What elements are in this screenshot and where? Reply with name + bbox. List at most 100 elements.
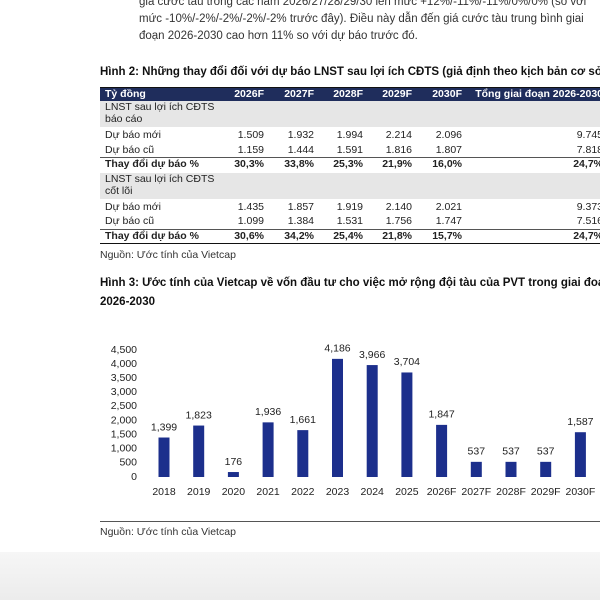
bar [227, 472, 239, 477]
bar [505, 461, 517, 477]
table-cell: 30,3% [234, 158, 264, 170]
bar [366, 365, 378, 477]
table-cell: 21,9% [382, 158, 412, 170]
y-tick-label: 1,500 [111, 428, 137, 440]
table-cell: 1.816 [385, 143, 412, 156]
x-tick-label: 2025 [395, 486, 419, 498]
header-cell: Tổng giai đoạn 2026-2030 [475, 88, 600, 100]
intro-line: giá cước tàu trong các năm 2026/27/28/29… [139, 0, 587, 8]
data-label: 1,823 [186, 409, 212, 421]
table-cell: Dự báo mới [105, 129, 161, 141]
table-cell: 1.384 [287, 215, 314, 227]
y-tick-label: 3,500 [111, 372, 137, 384]
table-cell: 1.531 [336, 215, 363, 227]
header-cell: 2027F [284, 88, 314, 100]
bar [158, 437, 170, 477]
intro-line: mức -10%/-2%/-2%/-2%/-2% trước đây). Điề… [139, 13, 584, 25]
figure-title: Hình 2: Những thay đổi đối với dự báo LN… [100, 66, 600, 78]
section-label: báo cáo [105, 113, 143, 125]
bar [540, 461, 552, 477]
bar [193, 425, 205, 477]
bar [297, 430, 309, 477]
header-cell: Tỷ đồng [105, 88, 146, 100]
table-cell: 1.509 [237, 129, 264, 141]
y-tick-label: 2,000 [111, 414, 137, 426]
intro-line: đoạn 2026-2030 cao hơn 11% so với dự báo… [139, 30, 418, 42]
data-label: 3,966 [359, 349, 385, 361]
header-cell: 2030F [432, 88, 462, 100]
section-row [100, 172, 600, 199]
x-tick-label: 2026F [427, 486, 457, 498]
table-cell: Dự báo cũ [105, 215, 155, 227]
y-tick-label: 500 [119, 457, 137, 469]
y-tick-label: 2,500 [111, 400, 137, 412]
row-line [100, 243, 600, 244]
data-label: 176 [225, 456, 243, 468]
table-cell: Dự báo mới [105, 200, 161, 213]
y-tick-label: 0 [131, 471, 137, 483]
source: Nguồn: Ước tính của Vietcap [100, 249, 236, 261]
bar [401, 372, 413, 477]
table-cell: 21,8% [382, 229, 412, 242]
table-cell: 24,7% [573, 229, 600, 242]
table-cell: 1.444 [287, 143, 314, 156]
table-cell: 1.756 [385, 215, 412, 227]
table-cell: 2.140 [385, 200, 412, 213]
data-label: 1,847 [428, 409, 454, 421]
table-cell: 34,2% [284, 229, 314, 242]
y-tick-label: 4,000 [111, 358, 137, 370]
data-label: 3,704 [394, 356, 420, 368]
table-cell: 15,7% [432, 229, 462, 242]
data-label: 537 [468, 446, 486, 458]
y-tick-label: 4,500 [111, 344, 137, 356]
divider [100, 521, 600, 522]
header-cell: 2028F [333, 88, 363, 100]
table-cell: 24,7% [573, 158, 600, 170]
table-cell: 1.994 [336, 129, 363, 141]
data-label: 4,186 [324, 343, 350, 355]
bar [436, 424, 448, 477]
x-tick-label: 2030F [566, 486, 596, 498]
table-cell: 2.021 [435, 200, 462, 213]
x-tick-label: 2023 [326, 486, 350, 498]
table-cell: 2.096 [435, 129, 462, 141]
data-label: 537 [502, 446, 520, 458]
row-line [100, 228, 600, 230]
table-cell: 7.516 [576, 215, 600, 227]
x-tick-label: 2019 [187, 486, 211, 498]
table-cell: Thay đổi dự báo % [105, 229, 199, 242]
data-label: 1,661 [290, 414, 316, 426]
table-cell: 1.857 [287, 200, 314, 213]
header-row [100, 87, 600, 101]
table-cell: 7.818 [576, 143, 600, 156]
table-cell: 25,3% [333, 158, 363, 170]
x-tick-label: 2018 [152, 486, 176, 498]
table-cell: 1.591 [336, 143, 363, 156]
x-tick-label: 2027F [461, 486, 491, 498]
bar [332, 358, 343, 477]
table-cell: 1.919 [336, 200, 363, 213]
source: Nguồn: Ước tính của Vietcap [100, 526, 236, 538]
bar [574, 432, 586, 477]
table-cell: 9.373 [576, 200, 600, 213]
x-tick-label: 2024 [361, 486, 385, 498]
figure-title: 2026-2030 [100, 296, 155, 308]
table-cell: 1.435 [237, 200, 264, 213]
table-cell: 30,6% [234, 229, 264, 242]
table-cell: 1.099 [237, 215, 264, 227]
table-cell: 9.745 [576, 129, 600, 141]
row-line [100, 157, 600, 158]
section-label: cốt lõi [105, 184, 133, 197]
section-row [100, 101, 600, 127]
x-tick-label: 2028F [496, 486, 526, 498]
bar [470, 461, 482, 477]
table-cell: 16,0% [432, 158, 462, 170]
table-cell: 25,4% [333, 229, 363, 242]
section-label: LNST sau lợi ích CĐTS [105, 172, 215, 185]
viewer-background [0, 552, 600, 600]
row-line [100, 87, 600, 88]
section-label: LNST sau lợi ích CĐTS [105, 101, 215, 113]
header-cell: 2029F [382, 88, 412, 100]
